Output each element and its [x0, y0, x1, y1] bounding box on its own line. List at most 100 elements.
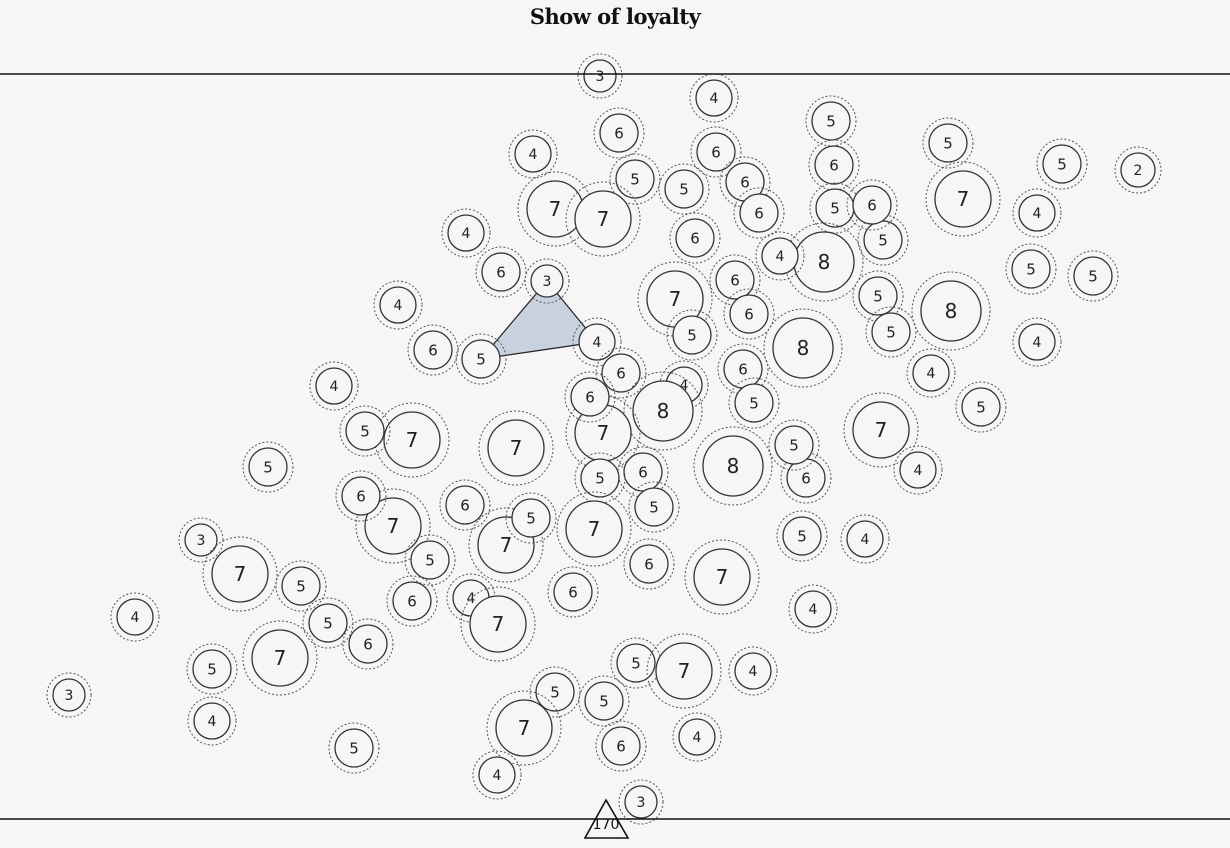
node-halo: [709, 254, 761, 306]
network-node: 6: [595, 720, 647, 772]
node-label: 5: [595, 469, 605, 487]
node-halo: [763, 308, 843, 388]
network-node: 5: [1067, 250, 1119, 302]
node-label: 6: [867, 196, 877, 214]
node-circle: [495, 699, 553, 757]
node-label: 5: [649, 498, 659, 516]
node-circle: [116, 598, 154, 636]
node-label: 6: [614, 124, 624, 142]
node-circle: [846, 520, 884, 558]
network-node: 4: [373, 280, 423, 330]
node-label: 6: [616, 364, 626, 382]
network-node: 7: [478, 410, 554, 486]
node-halo: [242, 441, 294, 493]
node-circle: [1120, 152, 1156, 188]
node-halo: [309, 361, 359, 411]
chart-title: Show of loyalty: [529, 4, 701, 29]
node-halo: [475, 246, 527, 298]
node-label: 5: [943, 134, 953, 152]
node-label: 5: [1057, 155, 1067, 173]
node-circle: [445, 485, 485, 525]
node-circle: [672, 315, 712, 355]
network-node: 5: [242, 441, 294, 493]
node-halo: [618, 779, 664, 825]
network-node: 4: [110, 592, 160, 642]
node-circle: [565, 500, 623, 558]
network-node: 5: [852, 270, 904, 322]
node-label: 7: [875, 418, 888, 442]
network-node: 5: [186, 643, 238, 695]
node-circle: [616, 643, 656, 683]
network-node: 5: [578, 675, 630, 727]
node-label: 6: [738, 360, 748, 378]
node-label: 6: [801, 469, 811, 487]
node-label: 7: [406, 428, 419, 452]
node-label: 4: [462, 226, 471, 242]
node-circle: [281, 566, 321, 606]
network-node: 3: [46, 672, 92, 718]
node-halo: [617, 446, 669, 498]
node-label: 4: [914, 463, 923, 479]
node-circle: [761, 237, 799, 275]
node-circle: [553, 572, 593, 612]
node-label: 5: [878, 231, 888, 249]
node-circle: [934, 170, 992, 228]
node-label: 3: [65, 688, 74, 704]
node-label: 5: [323, 614, 333, 632]
node-circle: [899, 451, 937, 489]
network-node: 5: [404, 534, 456, 586]
node-circle: [530, 264, 564, 298]
network-node: 6: [547, 566, 599, 618]
node-halo: [407, 324, 459, 376]
network-node: 5: [809, 182, 861, 234]
node-halo: [202, 536, 278, 612]
network-node: 8: [693, 426, 773, 506]
network-node: 4: [689, 73, 739, 123]
node-circle: [535, 672, 575, 712]
network-node: 5: [339, 405, 391, 457]
network-node: 6: [475, 246, 527, 298]
node-circle: [912, 354, 950, 392]
node-halo: [335, 470, 387, 522]
network-node: 7: [556, 491, 632, 567]
network-node: 7: [374, 402, 450, 478]
node-circle: [871, 312, 911, 352]
network-node: 6: [595, 347, 647, 399]
highlight-triangle: [479, 280, 599, 360]
node-circle: [675, 218, 715, 258]
node-halo: [328, 722, 380, 774]
network-node: 7: [202, 536, 278, 612]
network-node: 7: [486, 690, 562, 766]
node-circle: [858, 276, 898, 316]
node-circle: [1073, 256, 1113, 296]
node-halo: [911, 271, 991, 351]
node-circle: [774, 425, 814, 465]
node-label: 7: [500, 533, 513, 557]
node-label: 5: [976, 398, 986, 416]
network-node: 6: [623, 538, 675, 590]
node-circle: [702, 435, 764, 497]
node-label: 4: [809, 602, 818, 618]
node-circle: [413, 330, 453, 370]
network-node: 5: [955, 381, 1007, 433]
node-halo: [906, 348, 956, 398]
node-label: 3: [637, 795, 646, 811]
node-label: 5: [789, 436, 799, 454]
node-label: 6: [740, 173, 750, 191]
node-halo: [564, 371, 616, 423]
node-circle: [570, 377, 610, 417]
node-circle: [584, 681, 624, 721]
node-halo: [565, 181, 641, 257]
node-circle: [364, 497, 422, 555]
node-halo: [1012, 317, 1062, 367]
node-halo: [755, 231, 805, 281]
node-circle: [624, 785, 658, 819]
network-node: 5: [455, 333, 507, 385]
node-halo: [637, 261, 713, 337]
node-halo: [623, 538, 675, 590]
node-label: 6: [638, 463, 648, 481]
node-halo: [852, 270, 904, 322]
network-node: 6: [733, 187, 785, 239]
node-halo: [242, 620, 318, 696]
network-node: 7: [242, 620, 318, 696]
